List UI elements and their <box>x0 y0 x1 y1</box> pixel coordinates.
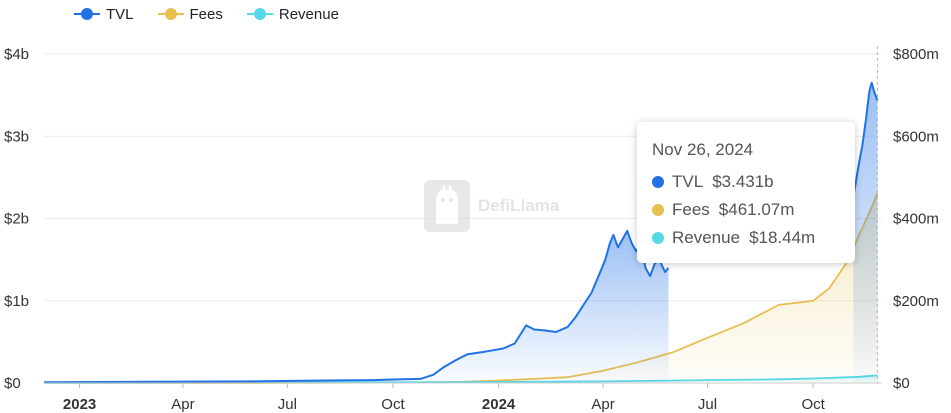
llama-logo-icon <box>424 180 470 232</box>
tooltip-row-fees: Fees $461.07m <box>652 196 855 224</box>
y-right-tick-label: $400m <box>893 211 939 228</box>
x-tick-label: Apr <box>591 396 614 413</box>
legend-label-revenue: Revenue <box>278 5 339 23</box>
series-area-tvl <box>853 82 878 384</box>
y-right-tick-label: $800m <box>893 46 939 63</box>
x-tick-label: 2023 <box>63 396 96 413</box>
legend-item-fees[interactable]: Fees <box>157 5 223 23</box>
x-tick-label: Jul <box>698 396 717 413</box>
tooltip-label-revenue: Revenue <box>672 228 741 247</box>
watermark-text: DefiLlama <box>478 196 560 215</box>
x-tick-label: Apr <box>171 396 194 413</box>
legend-swatch-tvl-icon <box>74 8 100 20</box>
y-left-tick-label: $2b <box>4 211 29 228</box>
series-area-tvl <box>44 230 669 383</box>
tooltip-dot-fees-icon <box>652 204 664 216</box>
series-area-fees <box>44 193 878 383</box>
tooltip-label-fees: Fees <box>672 200 710 219</box>
tooltip: Nov 26, 2024 TVL $3.431b Fees $461.07m R… <box>637 122 855 263</box>
legend-label-fees: Fees <box>189 5 223 23</box>
axis-layer: $0 $1b $2b $3b $4b $0 $200m $400m $600m $800m 2023… <box>4 46 939 413</box>
watermark: DefiLlama <box>424 180 559 232</box>
y-right-tick-label: $0 <box>893 375 910 392</box>
y-right-tick-label: $600m <box>893 128 939 145</box>
tooltip-value-fees: $461.07m <box>718 200 795 219</box>
tooltip-date: Nov 26, 2024 <box>652 140 754 159</box>
legend-label-tvl: TVL <box>106 5 134 23</box>
tooltip-row-revenue: Revenue $18.44m <box>652 224 855 252</box>
legend-item-tvl[interactable]: TVL <box>74 6 134 23</box>
x-tick-label: Oct <box>801 396 825 413</box>
y-left-tick-label: $3b <box>4 128 29 145</box>
tooltip-dot-revenue-icon <box>652 232 664 244</box>
tooltip-row-tvl: TVL $3.431b <box>652 168 855 196</box>
legend-item-revenue[interactable]: Revenue <box>246 5 339 23</box>
legend: TVL Fees Revenue <box>74 4 339 24</box>
x-tick-label: Jul <box>278 396 297 413</box>
legend-swatch-fees-icon <box>157 8 184 20</box>
tooltip-dot-tvl-icon <box>652 176 664 188</box>
tooltip-label-tvl: TVL <box>672 172 704 191</box>
y-left-tick-label: $1b <box>4 293 29 310</box>
y-right-tick-label: $200m <box>893 293 939 310</box>
tooltip-value-revenue: $18.44m <box>749 228 816 247</box>
y-left-tick-label: $0 <box>4 375 21 392</box>
x-tick-label: 2024 <box>482 396 516 413</box>
y-left-tick-label: $4b <box>4 46 29 63</box>
series-line-tvl <box>852 81 879 199</box>
x-tick-label: Oct <box>381 396 405 413</box>
tooltip-value-tvl: $3.431b <box>712 172 774 191</box>
legend-swatch-revenue-icon <box>246 8 273 20</box>
